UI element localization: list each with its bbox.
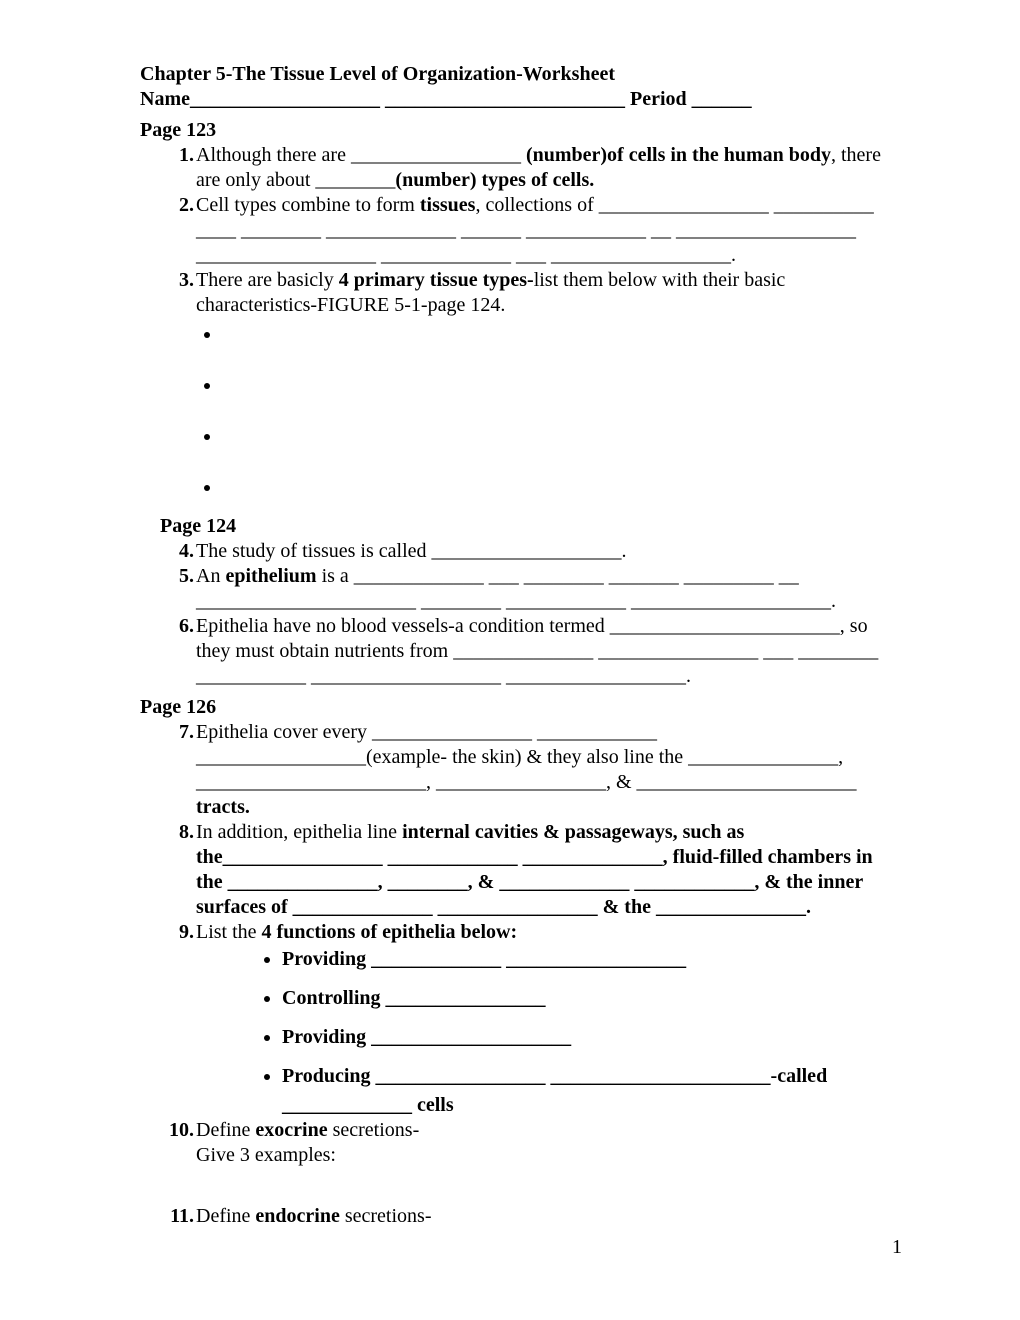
q4-text: The study of tissues is called _________…: [196, 540, 627, 562]
bullet-blank: [222, 373, 902, 398]
question-7: 7. Epithelia cover every _______________…: [196, 720, 902, 820]
bullet-blank: [222, 475, 902, 500]
bullet-blank: [222, 322, 902, 347]
question-6: 6. Epithelia have no blood vessels-a con…: [196, 614, 902, 689]
function-2: Controlling ________________: [282, 986, 902, 1011]
question-11: 11. Define endocrine secretions-: [196, 1204, 902, 1229]
q7-text-b: tracts.: [196, 796, 250, 818]
worksheet-title: Chapter 5-The Tissue Level of Organizati…: [140, 62, 902, 87]
q10-text-d: Give 3 examples:: [196, 1144, 336, 1166]
q6-text: Epithelia have no blood vessels-a condit…: [196, 615, 878, 687]
function-1: Providing _____________ ________________…: [282, 947, 902, 972]
q11-text-a: Define: [196, 1205, 255, 1227]
question-9: 9. List the 4 functions of epithelia bel…: [196, 920, 902, 1118]
question-number: 5.: [160, 564, 194, 589]
question-3: 3. There are basicly 4 primary tissue ty…: [196, 268, 902, 500]
q2-text-a: Cell types combine to form: [196, 194, 420, 216]
function-3: Providing ____________________: [282, 1025, 902, 1050]
name-period-line: Name___________________ ________________…: [140, 87, 902, 112]
q11-text-c: secretions-: [340, 1205, 432, 1227]
q10-text-a: Define: [196, 1119, 255, 1141]
q5-text-a: An: [196, 565, 225, 587]
question-number: 11.: [160, 1204, 194, 1229]
q1-text-d: (number) types of cells.: [395, 169, 594, 191]
page-number: 1: [892, 1235, 902, 1260]
question-number: 6.: [160, 614, 194, 639]
question-1: 1. Although there are _________________ …: [196, 143, 902, 193]
q2-text-b: tissues: [420, 194, 476, 216]
question-number: 3.: [160, 268, 194, 293]
q8-text-a: In addition, epithelia line: [196, 821, 402, 843]
question-10: 10. Define exocrine secretions- Give 3 e…: [196, 1118, 902, 1168]
tissue-types-bullets: [222, 322, 902, 500]
q3-text-a: There are basicly: [196, 269, 339, 291]
section-page-126: Page 126: [140, 695, 902, 720]
section-page-123: Page 123: [140, 118, 902, 143]
bullet-blank: [222, 424, 902, 449]
q10-text-b: exocrine: [255, 1119, 327, 1141]
question-number: 7.: [160, 720, 194, 745]
question-number: 9.: [160, 920, 194, 945]
question-number: 8.: [160, 820, 194, 845]
section-page-124: Page 124: [160, 514, 902, 539]
question-8: 8. In addition, epithelia line internal …: [196, 820, 902, 920]
question-number: 2.: [160, 193, 194, 218]
q5-text-b: epithelium: [225, 565, 316, 587]
epithelia-functions: Providing _____________ ________________…: [282, 947, 902, 1089]
q3-text-b: 4 primary tissue types-: [339, 269, 534, 291]
q10-text-c: secretions-: [328, 1119, 420, 1141]
q9-text-b: 4 functions of epithelia below:: [262, 921, 518, 943]
question-4: 4. The study of tissues is called ______…: [196, 539, 902, 564]
q11-text-b: endocrine: [255, 1205, 339, 1227]
function-4: Producing _________________ ____________…: [282, 1064, 902, 1089]
question-list: 1. Although there are _________________ …: [140, 143, 902, 500]
worksheet-page: Chapter 5-The Tissue Level of Organizati…: [0, 0, 1020, 1320]
question-2: 2. Cell types combine to form tissues, c…: [196, 193, 902, 268]
question-list-124: 4. The study of tissues is called ______…: [140, 539, 902, 689]
question-number: 1.: [160, 143, 194, 168]
question-number: 4.: [160, 539, 194, 564]
question-number: 10.: [160, 1118, 194, 1143]
q9-text-a: List the: [196, 921, 262, 943]
q7-text-a: Epithelia cover every ________________ _…: [196, 721, 857, 793]
function-4-line2: _____________ cells: [282, 1093, 902, 1118]
question-list-126: 7. Epithelia cover every _______________…: [140, 720, 902, 1229]
q1-text-a: Although there are _________________: [196, 144, 526, 166]
q1-text-b: (number)of cells in the human body: [526, 144, 831, 166]
question-5: 5. An epithelium is a _____________ ___ …: [196, 564, 902, 614]
